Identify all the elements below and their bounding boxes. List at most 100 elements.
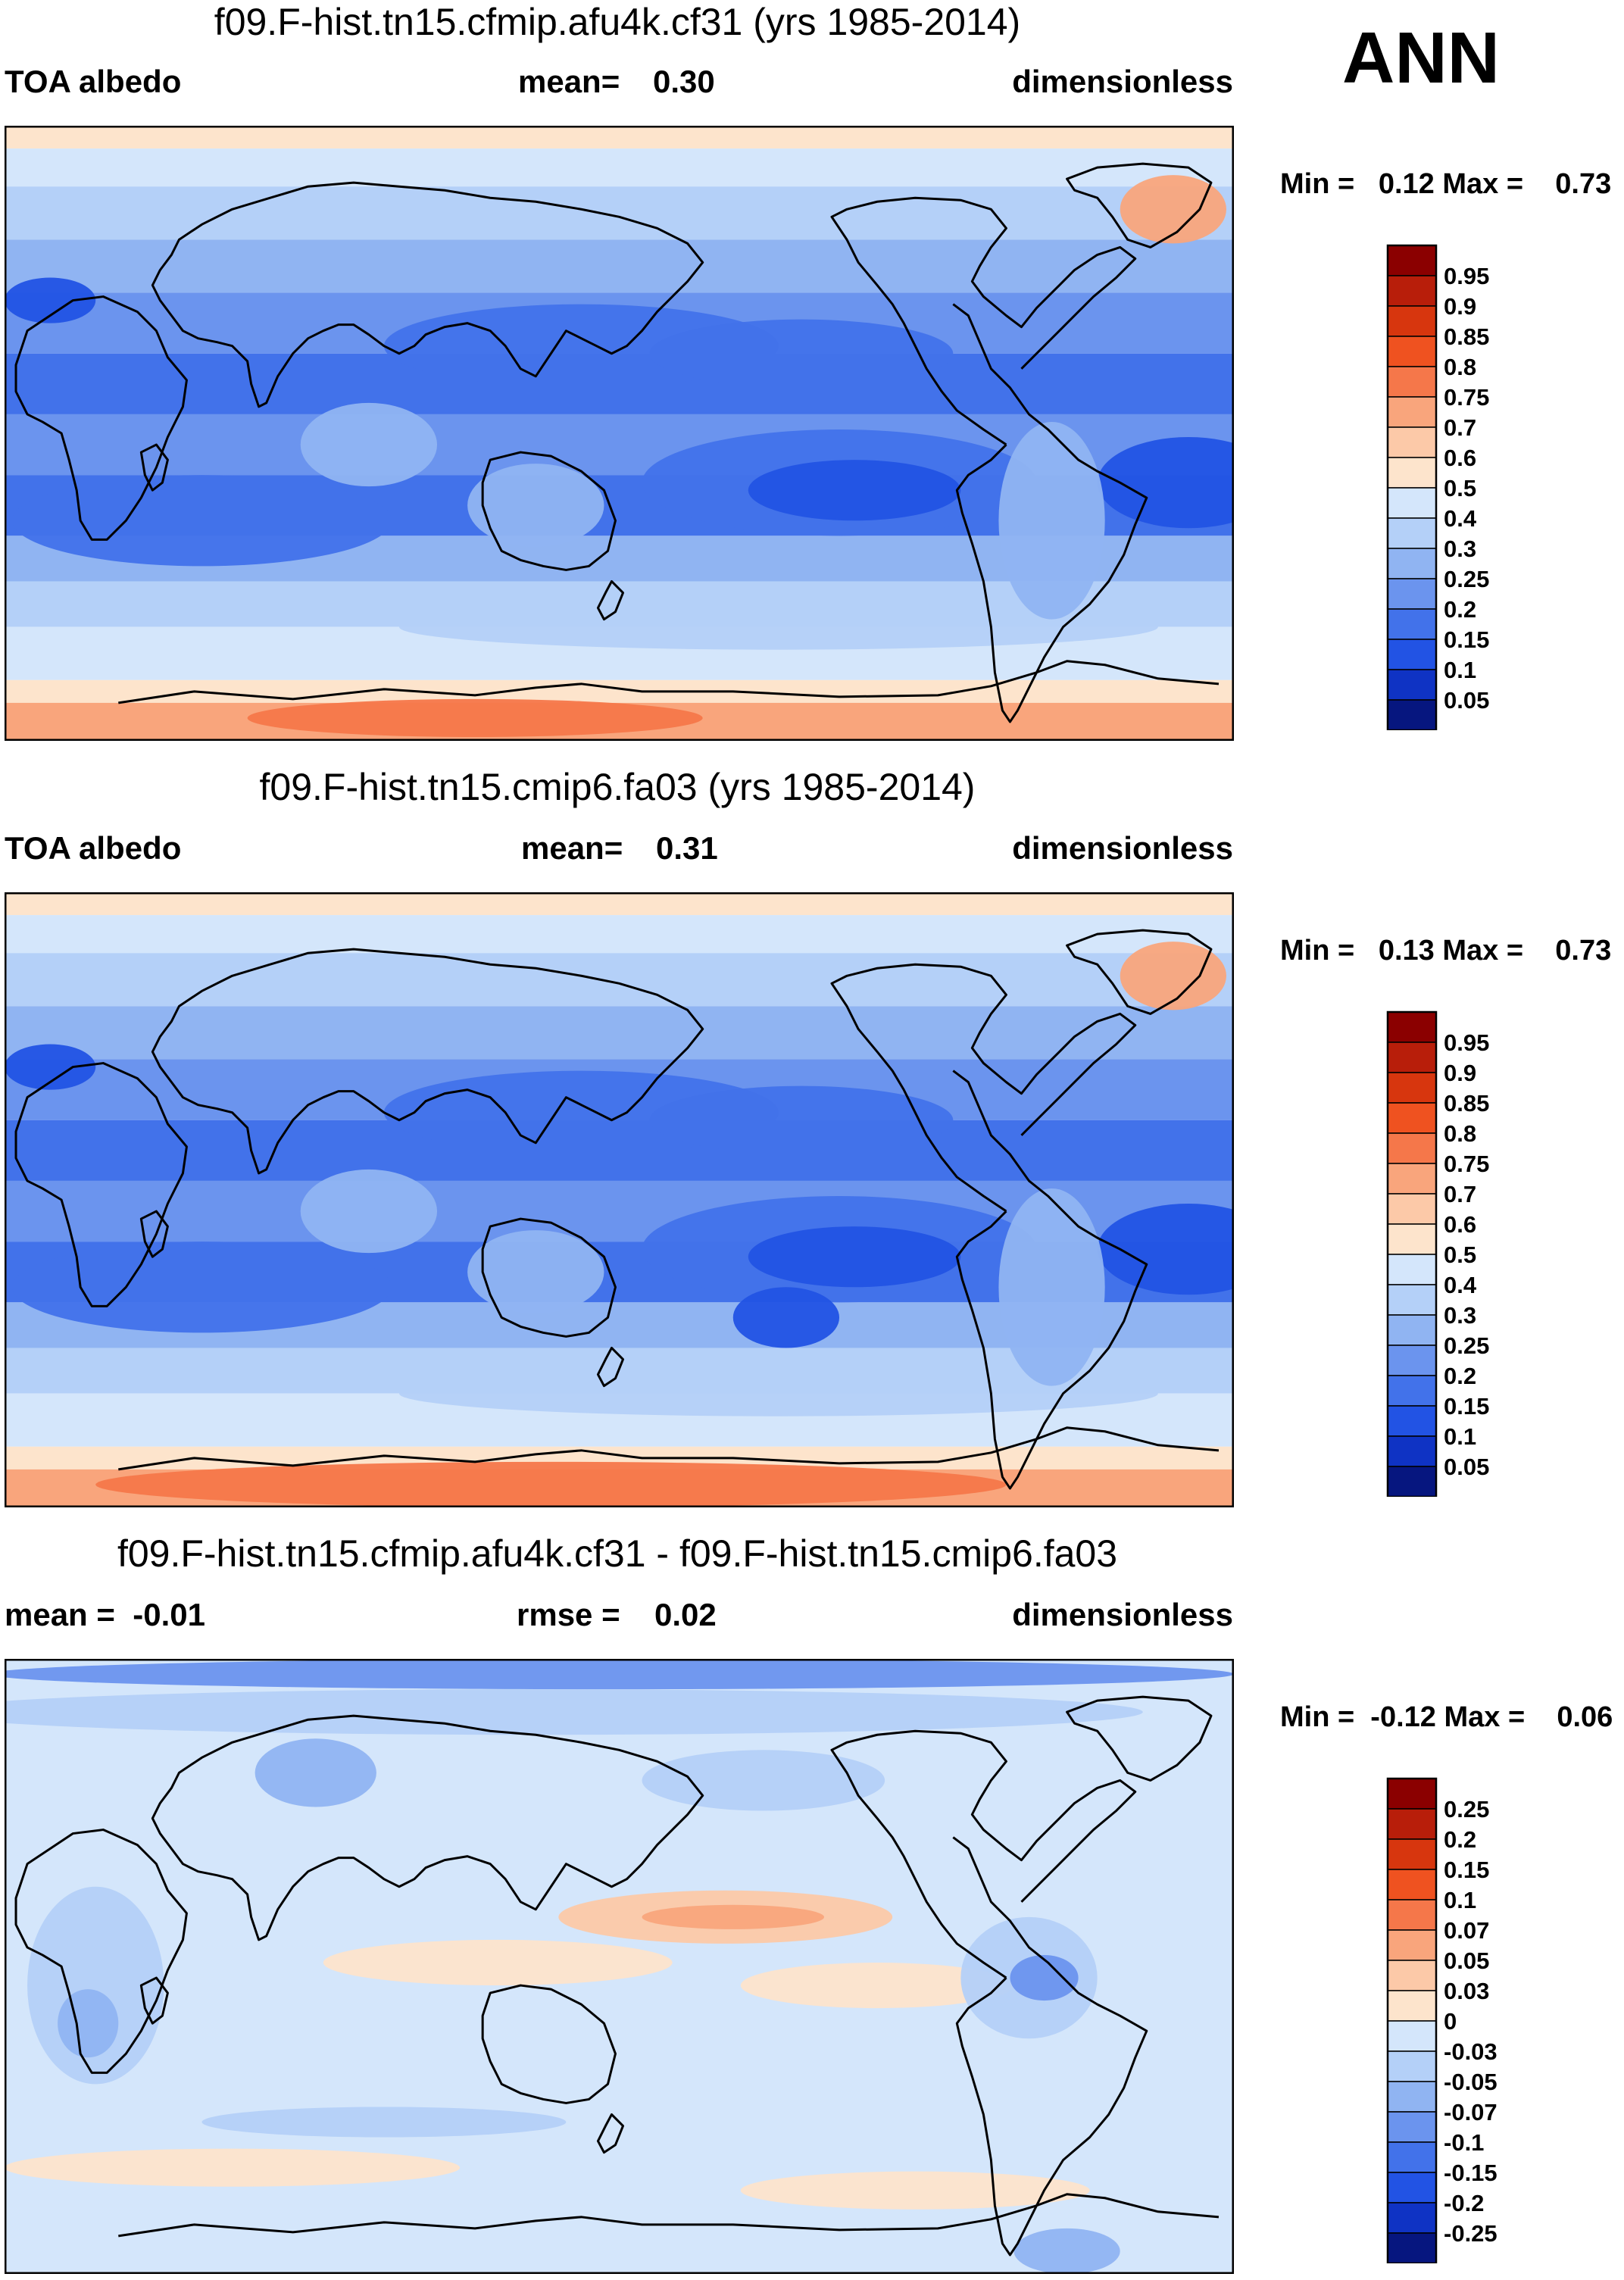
field-band (5, 679, 1234, 703)
panel-3-rmse-value: 0.02 (654, 1597, 717, 1632)
colorbar-swatch (1387, 1466, 1437, 1497)
colorbar-tick-label: 0.4 (1444, 1272, 1477, 1298)
coastline (118, 1426, 1220, 1471)
colorbar-tick-label: 0.1 (1444, 1423, 1476, 1450)
colorbar-swatch (1387, 1254, 1437, 1285)
colorbar-swatch (1387, 1899, 1437, 1931)
colorbar-swatch (1387, 639, 1437, 670)
colorbar-tick-label: -0.15 (1444, 2160, 1498, 2186)
coastline (151, 181, 704, 408)
map-frame (5, 1659, 1234, 2274)
colorbar-tick-label: 0.3 (1444, 536, 1476, 562)
colorbar-tick-label: -0.05 (1444, 2069, 1498, 2095)
colorbar-tick-label: 0.2 (1444, 1363, 1476, 1389)
colorbar-tick-label: 0.7 (1444, 414, 1476, 441)
panel-1-variable: TOA albedo (5, 64, 182, 99)
colorbar-tick-label: 0.8 (1444, 1120, 1476, 1147)
field-blob (5, 1689, 1143, 1735)
field-blob (649, 1085, 954, 1154)
colorbar-tick-label: 0.15 (1444, 626, 1489, 653)
colorbar-tick-label: 0.25 (1444, 566, 1489, 592)
field-blob (732, 1287, 840, 1348)
panel-2-mean-label: mean= (521, 830, 623, 866)
coastline (14, 1062, 188, 1307)
colorbar-swatch (1387, 366, 1437, 398)
field-blob (740, 2171, 1090, 2210)
panel-1-minmax: Min = 0.12 Max = 0.73 (1280, 168, 1612, 200)
colorbar-tick-label: 0.05 (1444, 1454, 1489, 1480)
coastline (952, 303, 1148, 723)
colorbar-tick-label: 0.6 (1444, 445, 1476, 471)
colorbar-swatch (1387, 548, 1437, 579)
coastline (118, 2193, 1220, 2238)
colorbar-tick-label: 0.3 (1444, 1302, 1476, 1329)
coastline (830, 963, 1137, 1213)
colorbar-swatch (1387, 669, 1437, 701)
field-band (5, 186, 1234, 240)
panel-3-colorbar: 0.25 0.2 0.15 0.1 0.07 0.05 0.03 0 -0.03 -0.05 -0.… (1386, 1777, 1498, 2263)
field-blob (5, 277, 96, 323)
field-band (5, 239, 1234, 293)
map-frame (5, 892, 1234, 1507)
colorbar-tick-label: 0.7 (1444, 1181, 1476, 1207)
panel-2-title: f09.F-hist.tn15.cmip6.fa03 (yrs 1985-201… (259, 766, 976, 808)
coastline (118, 660, 1220, 704)
field-band (5, 126, 1234, 149)
colorbar-swatch (1387, 1102, 1437, 1134)
colorbar-swatch (1387, 336, 1437, 367)
panel-3-units: dimensionless (1012, 1597, 1233, 1632)
colorbar-swatch (1387, 1072, 1437, 1104)
field-blob (1120, 175, 1226, 244)
colorbar-swatch (1387, 1375, 1437, 1407)
colorbar-tick-label: 0.4 (1444, 505, 1477, 532)
colorbar-swatch (1387, 1345, 1437, 1376)
colorbar-tick-label: 0.25 (1444, 1332, 1489, 1359)
coastline (830, 196, 1137, 446)
colorbar-swatch (1387, 426, 1437, 458)
field-blob (255, 1738, 376, 1807)
field-blob (1013, 2228, 1120, 2274)
season-label: ANN (1342, 17, 1500, 98)
colorbar-tick-label: 0.95 (1444, 1029, 1489, 1056)
field-blob (1010, 1954, 1079, 2001)
field-blob (5, 2148, 461, 2187)
colorbar-swatch (1387, 1193, 1437, 1225)
field-blob (740, 1962, 1014, 2009)
coastline (1066, 1695, 1213, 1782)
colorbar-tick-label: 0.5 (1444, 475, 1476, 501)
field-blob (467, 464, 604, 548)
colorbar-swatch (1387, 2202, 1437, 2234)
map-frame (5, 126, 1234, 741)
colorbar-swatch (1387, 1990, 1437, 2022)
field-band (5, 1006, 1234, 1060)
colorbar-tick-label: 0.15 (1444, 1393, 1489, 1420)
colorbar-swatch (1387, 1929, 1437, 1961)
panel-1-mean-label: mean= (518, 64, 620, 99)
colorbar-swatch (1387, 1011, 1437, 1043)
colorbar-tick-label: 0.05 (1444, 687, 1489, 714)
field-blob (5, 1659, 1234, 1690)
panel-3-minmax: Min = -0.12 Max = 0.06 (1280, 1701, 1613, 1733)
field-blob (12, 475, 392, 567)
colorbar-swatch (1387, 1405, 1437, 1437)
colorbar-outline (1386, 1010, 1438, 1497)
panel-2-units: dimensionless (1012, 830, 1233, 866)
panel-1-map (5, 126, 1234, 741)
coastline (481, 1984, 617, 2104)
panel-3-title: f09.F-hist.tn15.cfmip.afu4k.cf31 - f09.F… (117, 1532, 1118, 1575)
colorbar-swatch (1387, 1314, 1437, 1346)
colorbar-swatch (1387, 1223, 1437, 1255)
colorbar-swatch (1387, 2232, 1437, 2263)
coastline (596, 579, 625, 621)
colorbar-swatch (1387, 1042, 1437, 1073)
field-blob (748, 1226, 961, 1288)
field-blob (1097, 1204, 1234, 1295)
colorbar-tick-label: 0.2 (1444, 1826, 1476, 1853)
field-blob (300, 1169, 438, 1254)
colorbar-swatch (1387, 275, 1437, 307)
colorbar-tick-label: 0.15 (1444, 1857, 1489, 1883)
field-band (5, 892, 1234, 916)
coastline (481, 451, 617, 571)
colorbar-outline (1386, 244, 1438, 730)
colorbar-tick-label: 0.9 (1444, 1060, 1476, 1086)
